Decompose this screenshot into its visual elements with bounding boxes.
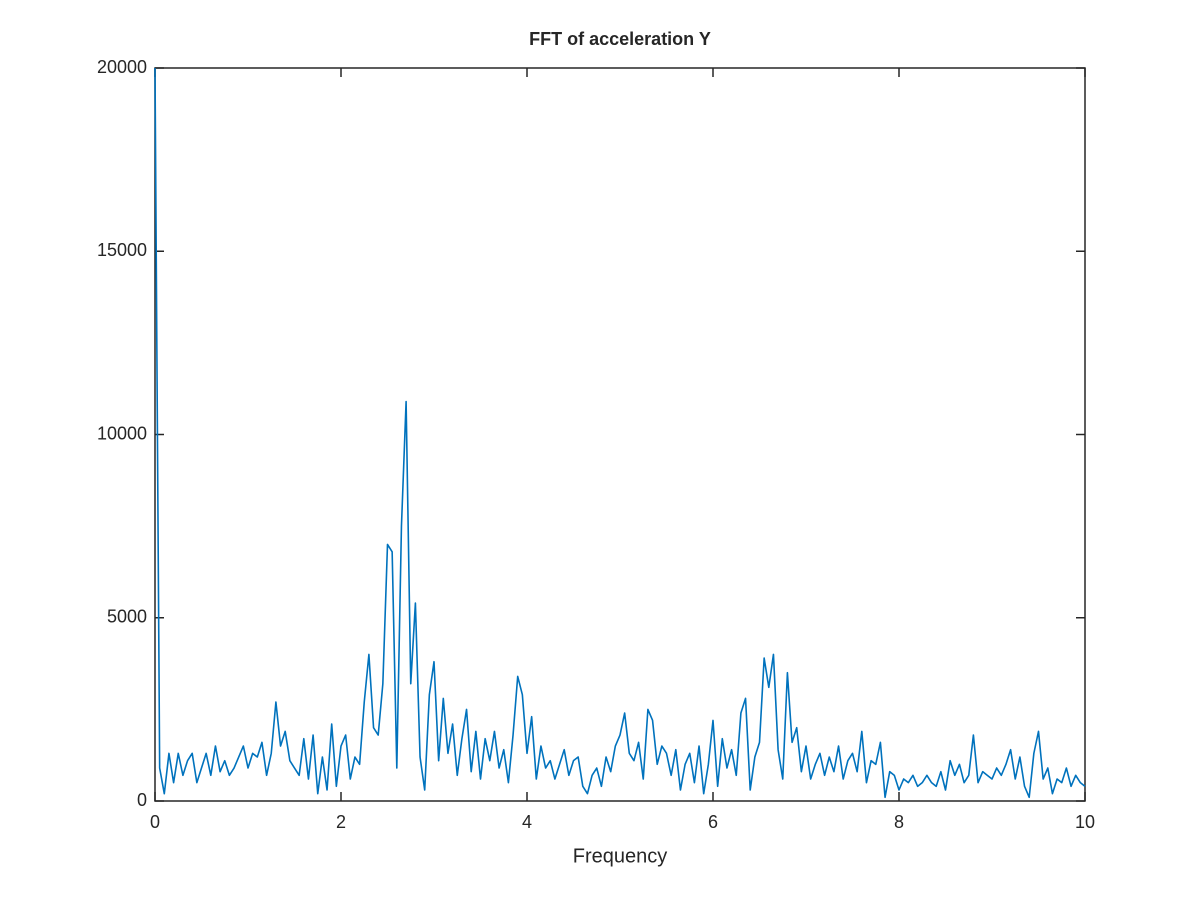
data-line <box>154 67 1086 799</box>
y-tick-label: 10000 <box>97 423 147 443</box>
x-axis-label: Frequency <box>573 845 668 867</box>
x-tick-label: 2 <box>336 812 346 832</box>
x-tick-label: 10 <box>1075 812 1095 832</box>
y-tick-label: 0 <box>137 790 147 810</box>
x-tick-label: 6 <box>708 812 718 832</box>
x-tick-label: 4 <box>522 812 532 832</box>
y-tick-label: 5000 <box>107 607 147 627</box>
x-tick-label: 8 <box>894 812 904 832</box>
x-tick-label: 0 <box>150 812 160 832</box>
chart-title: FFT of acceleration Y <box>529 29 711 49</box>
y-tick-label: 20000 <box>97 57 147 77</box>
y-tick-label: 15000 <box>97 240 147 260</box>
